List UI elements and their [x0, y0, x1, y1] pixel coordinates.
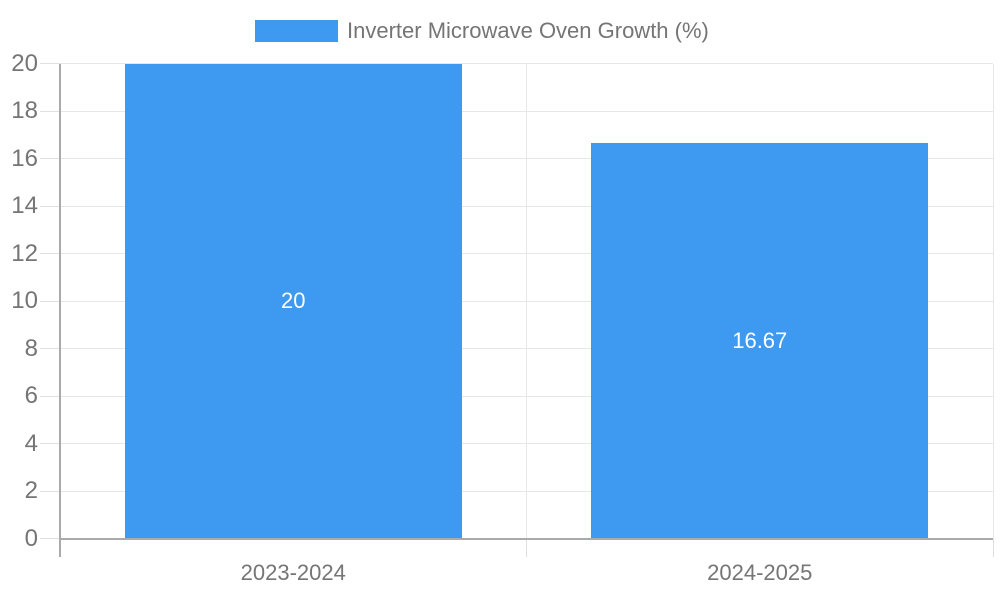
gridline-x [526, 63, 527, 539]
bar-value-label: 20 [281, 288, 306, 313]
y-tick-mark [40, 300, 60, 302]
y-tick-label: 6 [24, 382, 38, 409]
y-tick-label: 18 [11, 97, 38, 124]
bar-value-label: 16.67 [732, 327, 788, 353]
y-tick-label: 0 [24, 524, 38, 552]
x-tick-mark [992, 538, 994, 557]
legend-label: Inverter Microwave Oven Growth (%) [347, 18, 709, 43]
x-tick-label: 2023-2024 [240, 560, 346, 585]
y-tick-mark [40, 63, 60, 64]
bar [124, 63, 462, 539]
y-tick-label: 4 [24, 429, 38, 457]
legend-swatch-icon [255, 20, 338, 42]
y-tick-label: 12 [11, 239, 38, 267]
y-tick-mark [40, 110, 60, 112]
x-tick-mark [526, 538, 527, 557]
x-axis-line [60, 537, 993, 540]
y-tick-mark [40, 205, 60, 207]
x-tick-label: 2024-2025 [707, 560, 813, 585]
y-tick-mark [40, 395, 60, 397]
y-tick-mark [40, 490, 60, 492]
y-tick-mark [40, 158, 60, 159]
y-tick-mark [40, 253, 60, 254]
y-tick-mark [40, 443, 60, 444]
y-tick-label: 16 [11, 144, 38, 172]
chart-legend[interactable]: Inverter Microwave Oven Growth (%) [255, 19, 709, 43]
y-axis-line [59, 63, 61, 557]
y-tick-label: 2 [24, 477, 38, 504]
y-tick-mark [40, 538, 60, 539]
gridline-x [992, 63, 994, 539]
bar [591, 142, 929, 539]
y-tick-label: 20 [11, 49, 38, 77]
y-tick-label: 10 [11, 287, 38, 314]
y-tick-label: 14 [11, 192, 38, 219]
y-tick-label: 8 [24, 334, 38, 362]
y-tick-mark [40, 348, 60, 349]
